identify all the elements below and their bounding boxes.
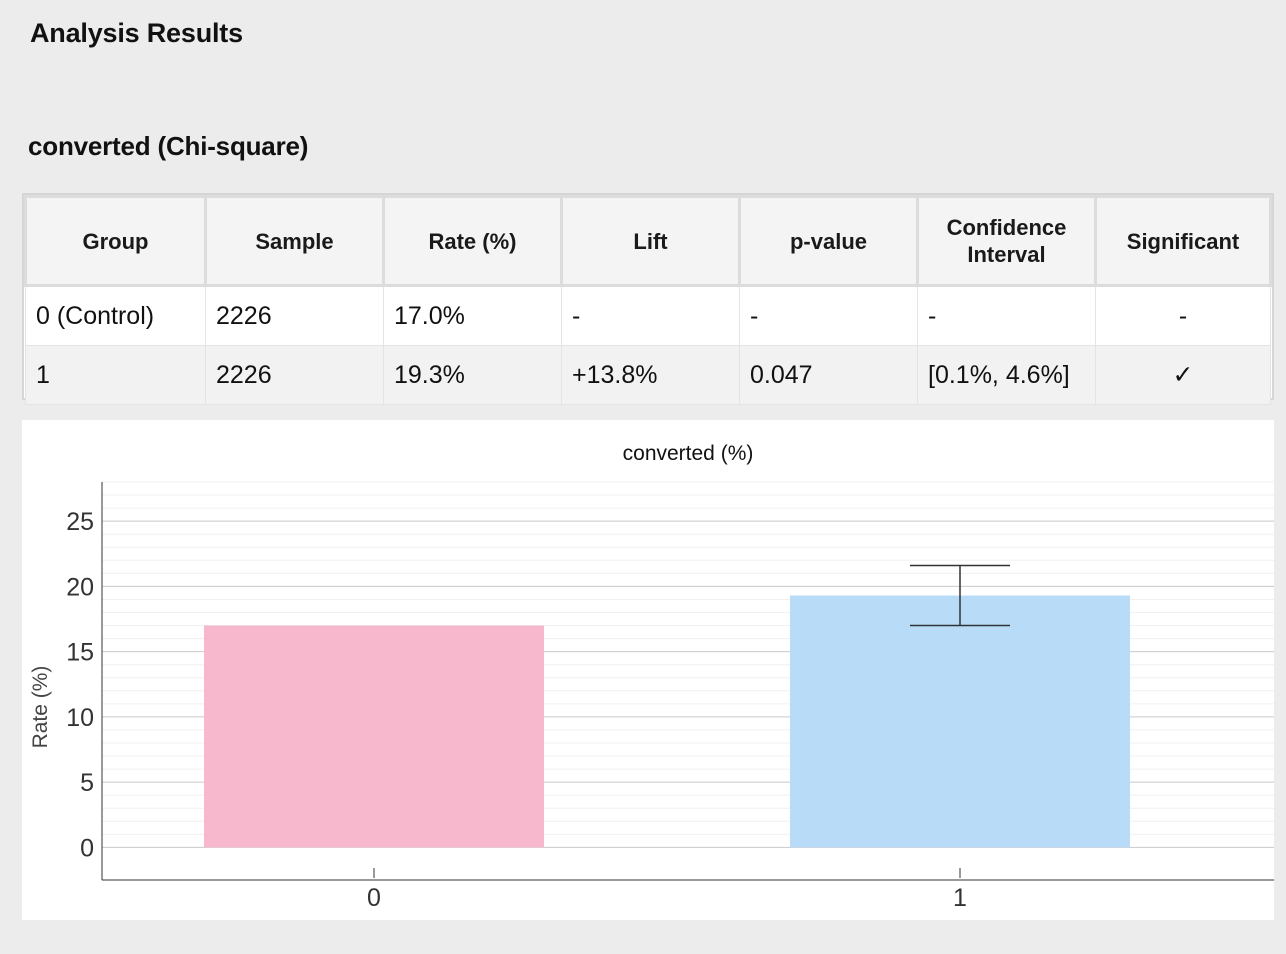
x-tick-label: 0: [367, 884, 381, 912]
cell-significant: ✓: [1095, 345, 1271, 405]
cell-group: 0 (Control): [25, 285, 206, 346]
column-header-group[interactable]: Group: [24, 195, 207, 287]
y-tick-label: 15: [66, 639, 94, 667]
table-row[interactable]: 1 2226 19.3% +13.8% 0.047 [0.1%, 4.6%] ✓: [25, 345, 1271, 405]
y-tick-label: 0: [80, 834, 94, 862]
cell-sample: 2226: [205, 345, 384, 405]
cell-lift: +13.8%: [561, 345, 740, 405]
bar-1: [790, 595, 1130, 848]
column-header-significant[interactable]: Significant: [1094, 195, 1272, 287]
y-tick-label: 20: [66, 573, 94, 601]
cell-lift: -: [561, 285, 740, 346]
chart-title: converted (%): [623, 442, 754, 465]
cell-sample: 2226: [205, 285, 384, 346]
y-tick-label: 25: [66, 508, 94, 536]
y-axis-label: Rate (%): [29, 666, 52, 749]
cell-rate: 17.0%: [383, 285, 562, 346]
section-title: converted (Chi-square): [28, 131, 309, 161]
column-header-lift[interactable]: Lift: [560, 195, 741, 287]
cell-confidence-interval: [0.1%, 4.6%]: [917, 345, 1096, 405]
bar-0: [204, 625, 544, 848]
chart-panel: 0 5 10 15 20 25 0 1 converted (%) Rate (%): [22, 420, 1274, 920]
column-header-sample[interactable]: Sample: [204, 195, 385, 287]
cell-group: 1: [25, 345, 206, 405]
column-header-p-value[interactable]: p-value: [738, 195, 919, 287]
column-header-rate[interactable]: Rate (%): [382, 195, 563, 287]
cell-p-value: 0.047: [739, 345, 918, 405]
cell-confidence-interval: -: [917, 285, 1096, 346]
column-header-confidence-interval[interactable]: Confidence Interval: [916, 195, 1097, 287]
y-tick-label: 5: [80, 769, 94, 797]
cell-p-value: -: [739, 285, 918, 346]
results-table: Group Sample Rate (%) Lift p-value Confi…: [22, 193, 1274, 405]
table-header-row: Group Sample Rate (%) Lift p-value Confi…: [24, 195, 1272, 287]
page-title: Analysis Results: [30, 18, 243, 48]
y-tick-label: 10: [66, 704, 94, 732]
cell-significant: -: [1095, 285, 1271, 346]
table-row[interactable]: 0 (Control) 2226 17.0% - - - -: [25, 285, 1271, 346]
bar-chart: 0 5 10 15 20 25 0 1 converted (%) Rate (%): [29, 442, 1274, 912]
cell-rate: 19.3%: [383, 345, 562, 405]
x-tick-label: 1: [953, 884, 967, 912]
